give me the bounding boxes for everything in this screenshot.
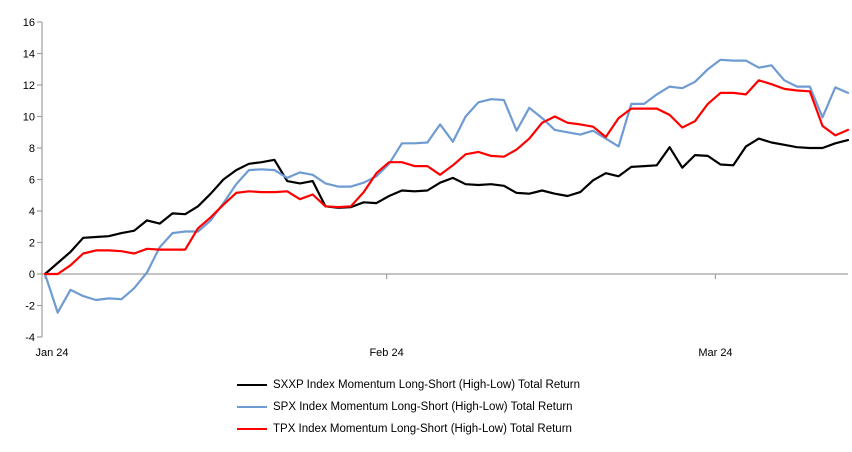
- y-tick-label: 10: [23, 112, 35, 124]
- legend-item-sxxp: SXXP Index Momentum Long-Short (High-Low…: [237, 374, 580, 396]
- y-tick-label: 8: [29, 143, 35, 155]
- y-tick-label: -4: [25, 332, 35, 344]
- chart-legend: SXXP Index Momentum Long-Short (High-Low…: [237, 374, 580, 440]
- x-tick-label: Mar 24: [698, 347, 732, 359]
- legend-swatch-tpx-line: [237, 428, 267, 430]
- y-tick-label: 2: [29, 238, 35, 250]
- legend-item-tpx: TPX Index Momentum Long-Short (High-Low)…: [237, 418, 580, 440]
- y-tick-label: 14: [23, 49, 35, 61]
- y-tick-label: 4: [29, 206, 35, 218]
- y-tick-label: 6: [29, 175, 35, 187]
- series-line-tpx: [43, 79, 850, 276]
- y-tick-label: 0: [29, 269, 35, 281]
- legend-label-tpx: TPX Index Momentum Long-Short (High-Low)…: [273, 423, 572, 435]
- legend-label-sxxp: SXXP Index Momentum Long-Short (High-Low…: [273, 379, 581, 391]
- legend-swatch-spx-line: [237, 406, 267, 408]
- x-tick-label: Jan 24: [35, 347, 68, 359]
- y-tick-label: 12: [23, 80, 35, 92]
- legend-swatch-sxxp-line: [237, 384, 267, 386]
- x-tick-label: Feb 24: [369, 347, 403, 359]
- y-tick-label: 16: [23, 17, 35, 29]
- series-line-spx: [43, 58, 850, 314]
- legend-item-spx: SPX Index Momentum Long-Short (High-Low)…: [237, 396, 580, 418]
- legend-label-spx: SPX Index Momentum Long-Short (High-Low)…: [273, 401, 573, 413]
- y-tick-label: -2: [25, 301, 35, 313]
- series-line-sxxp: [43, 137, 850, 276]
